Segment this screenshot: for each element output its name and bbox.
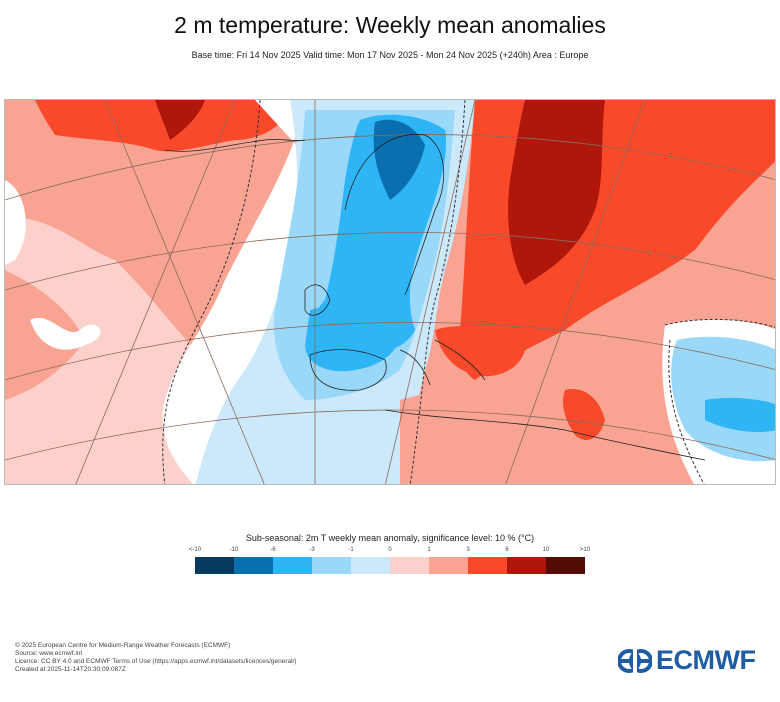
region-russia-hot xyxy=(508,100,605,285)
ecmwf-emblem-icon xyxy=(618,648,652,673)
colorbar-swatch xyxy=(390,557,429,574)
colorbar-swatch xyxy=(195,557,234,574)
region-scandinavia-core xyxy=(373,119,425,200)
colorbar-tick-label: -3 xyxy=(309,547,315,553)
licence-line: Licence: CC BY 4.0 and ECMWF Terms of Us… xyxy=(15,658,297,665)
colorbar-tick-label: 6 xyxy=(505,547,509,553)
colorbar-swatch xyxy=(273,557,312,574)
colorbar-tick-label: -1 xyxy=(348,547,354,553)
colorbar-tick-label: 1 xyxy=(427,547,431,553)
copyright-line: © 2025 European Centre for Medium-Range … xyxy=(15,642,231,649)
colorbar-swatch xyxy=(468,557,507,574)
footer-credits: © 2025 European Centre for Medium-Range … xyxy=(15,642,297,674)
colorbar-tick-label: 10 xyxy=(542,547,550,553)
colorbar-tick-label: 0 xyxy=(388,547,392,553)
colorbar-swatch xyxy=(312,557,351,574)
colorbar-swatch xyxy=(351,557,390,574)
region-france-cool xyxy=(305,305,405,372)
anomaly-map xyxy=(4,99,776,485)
ecmwf-logo: ECMWF xyxy=(618,645,756,676)
chart-subtitle: Base time: Fri 14 Nov 2025 Valid time: M… xyxy=(191,50,589,60)
region-middle-east-hot xyxy=(563,389,605,440)
colorbar-tick-label: -10 xyxy=(229,547,239,553)
created-line: Created at 2025-11-14T20:30:09.087Z xyxy=(15,666,126,673)
colorbar-tick-label: >10 xyxy=(579,547,591,553)
colorbar-tick-label: -6 xyxy=(270,547,276,553)
region-zero-band-west xyxy=(162,100,310,484)
significance-contours xyxy=(162,100,775,484)
colorbar-tick-labels: <-10 -10 -6 -3 -1 0 1 3 6 10 >10 xyxy=(189,547,590,557)
chart-title: 2 m temperature: Weekly mean anomalies xyxy=(174,12,606,38)
coastlines xyxy=(164,134,706,461)
graticule xyxy=(5,100,775,484)
source-line: Source: www.ecmwf.int xyxy=(15,650,83,657)
colorbar-swatch xyxy=(507,557,546,574)
colorbar-tick-label: 3 xyxy=(466,547,470,553)
ecmwf-logo-text: ECMWF xyxy=(656,645,756,675)
colorbar-tick-label: <-10 xyxy=(188,547,202,553)
region-balkans-warm xyxy=(435,326,525,377)
colorbar-swatch xyxy=(546,557,585,574)
colorbar-swatch xyxy=(429,557,468,574)
colorbar xyxy=(195,557,585,574)
colorbar-title: Sub-seasonal: 2m T weekly mean anomaly, … xyxy=(245,533,535,543)
region-caspian-cold xyxy=(705,397,775,432)
colorbar-swatch xyxy=(234,557,273,574)
region-greenland-core xyxy=(155,100,205,140)
